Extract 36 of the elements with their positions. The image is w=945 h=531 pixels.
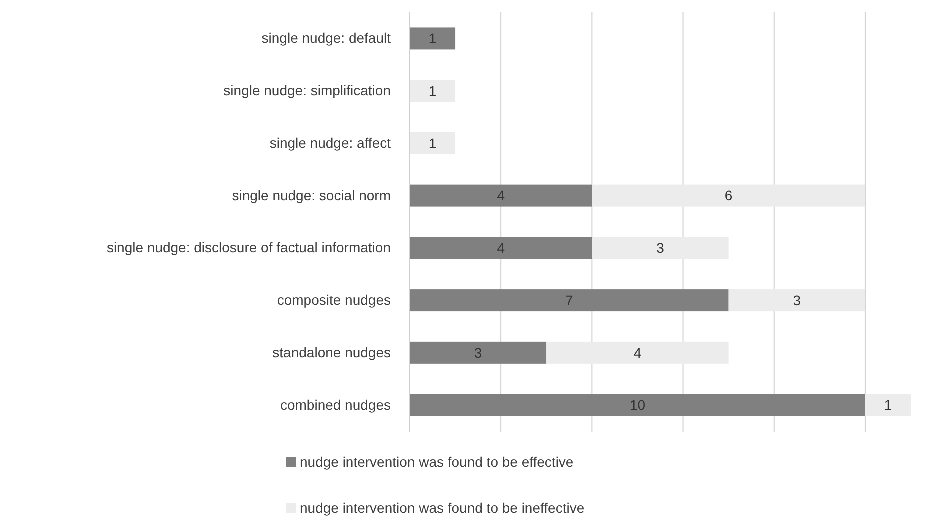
data-label: 1	[428, 135, 437, 152]
y-tick-label: combined nudges	[280, 396, 391, 413]
data-label: 3	[793, 292, 802, 308]
bar	[592, 184, 866, 207]
bar	[865, 394, 911, 416]
data-label: 7	[566, 292, 574, 308]
data-label: 4	[634, 344, 642, 361]
y-tick-label: single nudge: simplification	[224, 82, 391, 99]
y-tick-label: composite nudges	[277, 292, 391, 308]
bar	[592, 237, 729, 260]
legend-label: nudge intervention was found to be effective	[300, 454, 574, 470]
y-tick-label: single nudge: social norm	[232, 187, 391, 204]
bar	[410, 394, 866, 416]
data-label: 1	[428, 30, 437, 47]
y-tick-label: single nudge: disclosure of factual information	[106, 240, 391, 256]
data-label: 4	[497, 188, 506, 204]
data-label: 6	[724, 188, 733, 204]
y-tick-label: single nudge: default	[262, 30, 392, 46]
bar	[410, 80, 456, 102]
bar	[728, 290, 866, 312]
bar	[410, 132, 456, 154]
data-label: 1	[428, 82, 437, 99]
data-label: 3	[656, 240, 665, 256]
data-label: 4	[497, 240, 506, 256]
bar	[546, 342, 729, 364]
bar	[410, 342, 547, 364]
bar	[410, 184, 592, 207]
y-tick-label: single nudge: affect	[270, 134, 392, 151]
bar	[410, 237, 592, 260]
data-label: 1	[884, 397, 892, 414]
bar	[410, 290, 729, 312]
legend-label: nudge intervention was found to be ineffective	[300, 500, 585, 516]
data-label: 3	[474, 344, 482, 361]
data-label: 10	[630, 397, 646, 414]
bar	[410, 28, 456, 50]
y-tick-label: standalone nudges	[272, 344, 391, 360]
